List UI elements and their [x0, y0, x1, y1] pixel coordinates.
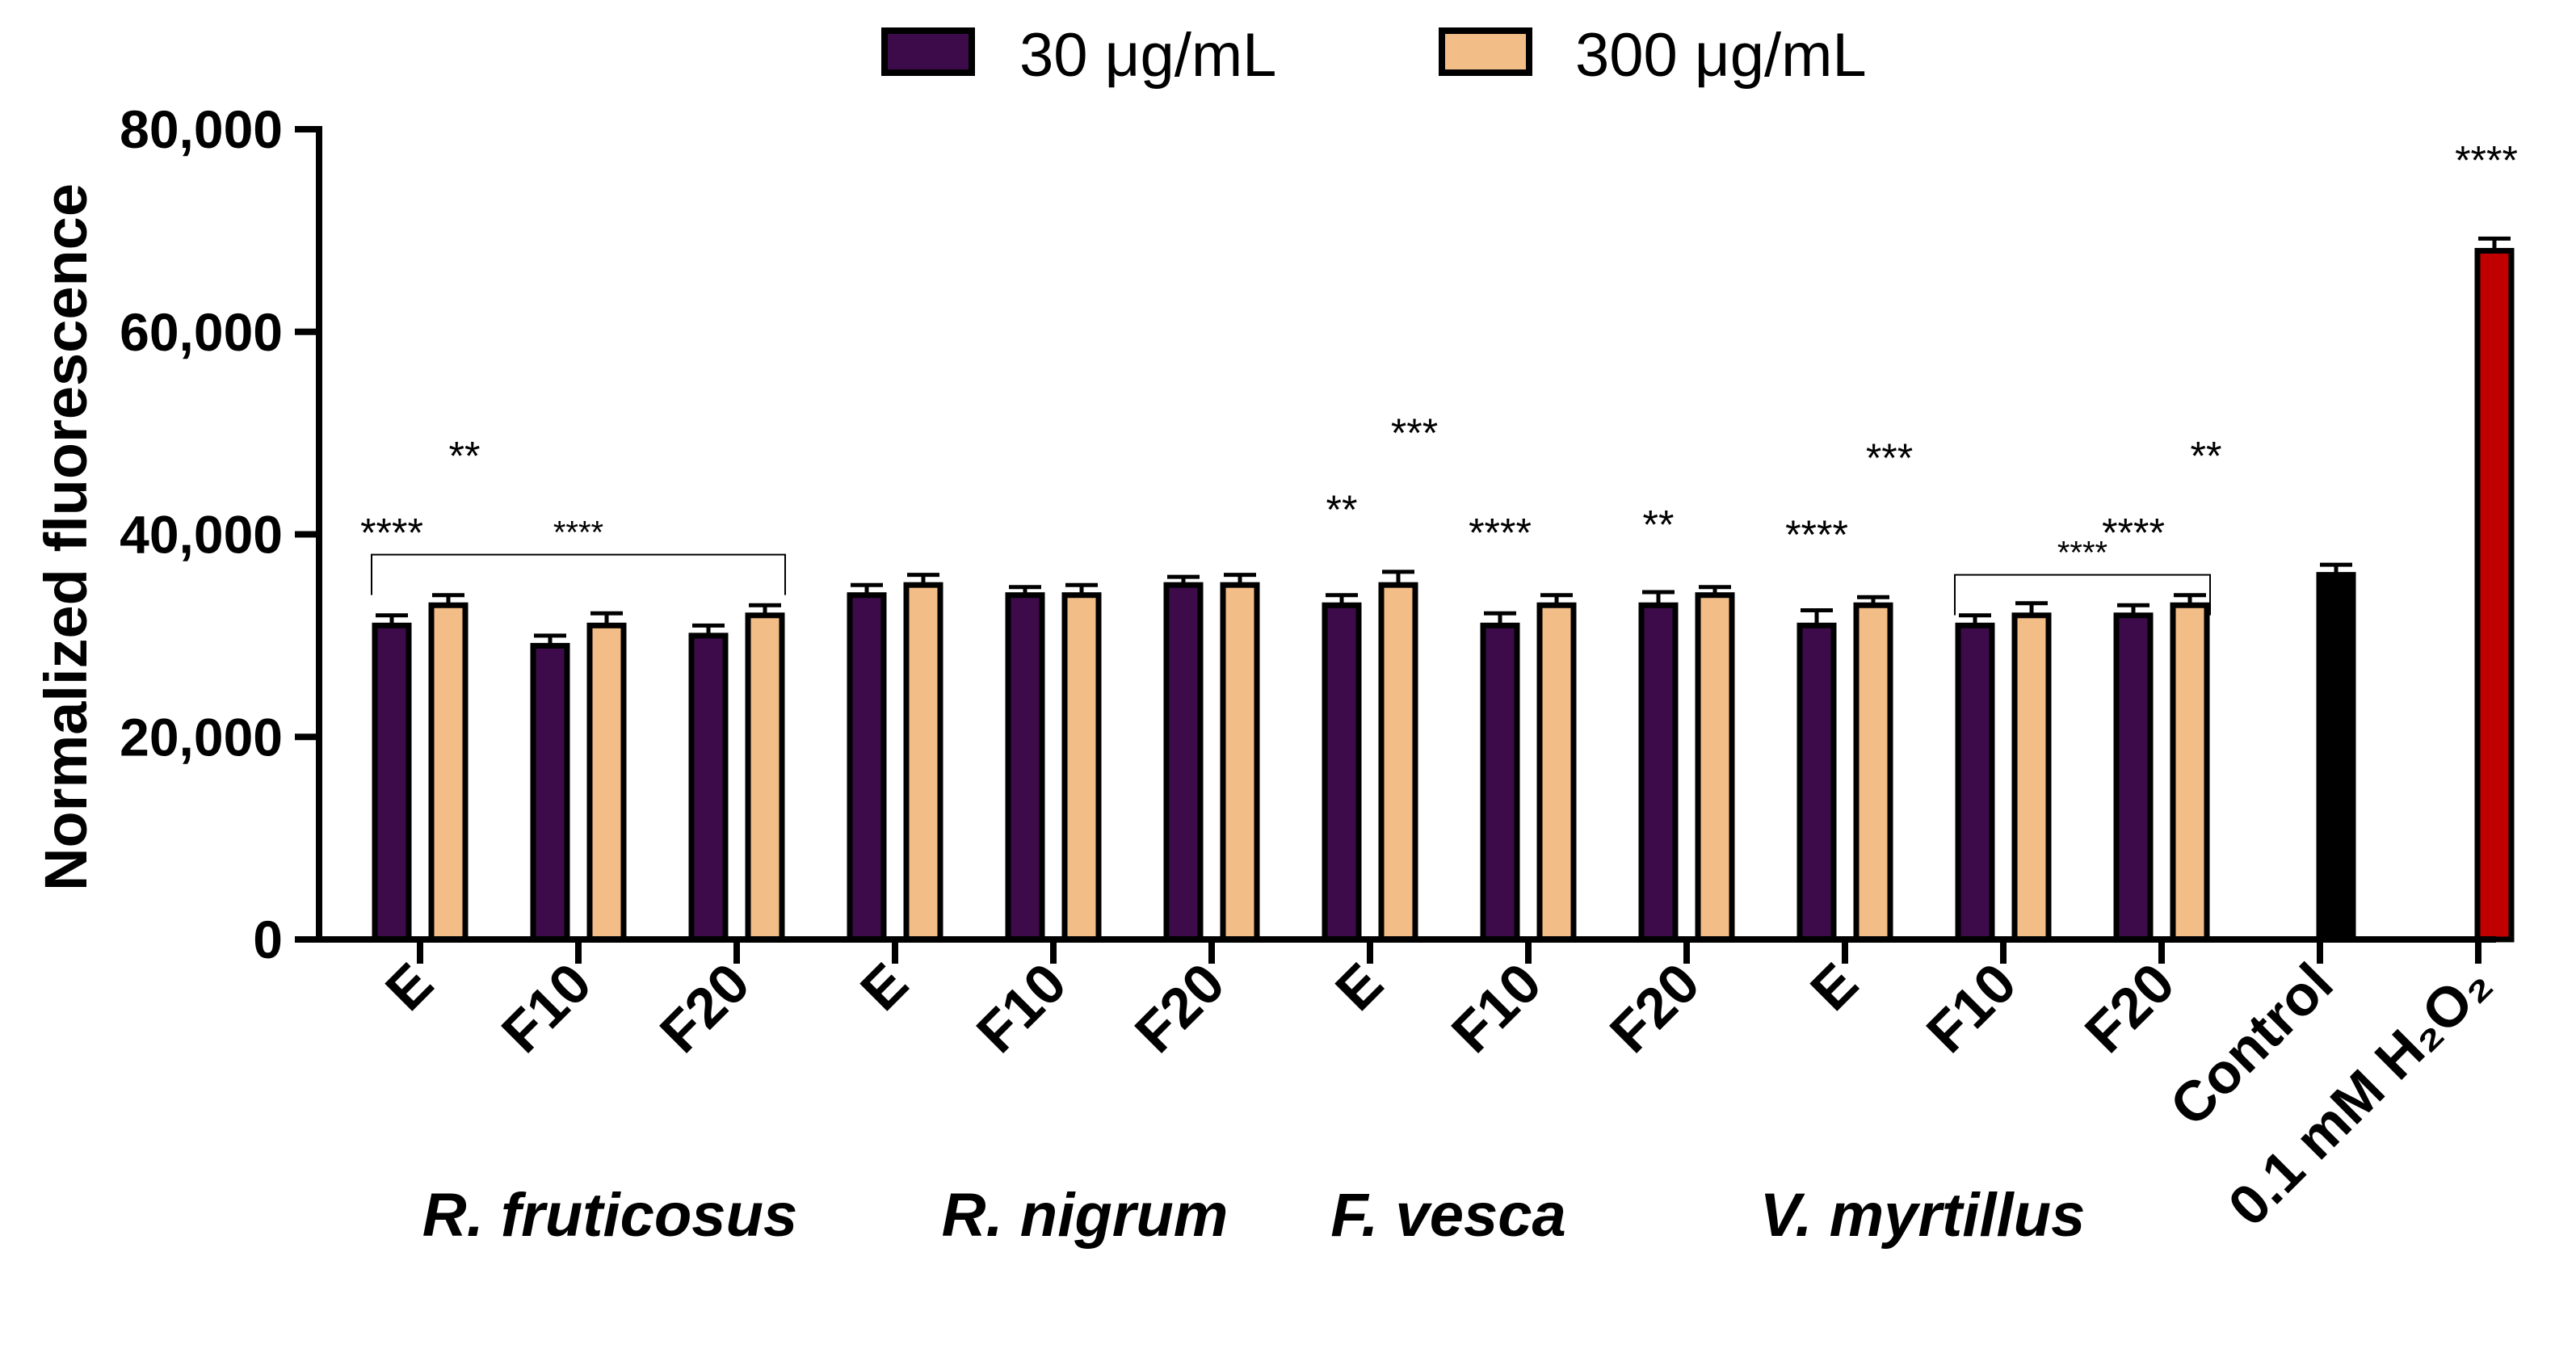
- bar-30: [1005, 592, 1045, 943]
- bar-300: [2011, 612, 2052, 943]
- y-tick-label: 0: [253, 910, 283, 969]
- bar-30: [1322, 602, 1362, 943]
- bar-30: [847, 592, 887, 943]
- significance-300: **: [2191, 434, 2222, 479]
- bar-30: [1480, 622, 1520, 943]
- legend-swatch: [1439, 27, 1532, 76]
- significance-30: **: [1643, 502, 1675, 548]
- category-label: E: [373, 951, 444, 1022]
- category-label: F10: [1439, 951, 1553, 1064]
- bracket-line: [1954, 574, 2211, 616]
- y-tick-label: 60,000: [120, 302, 283, 362]
- bar-300: [1061, 592, 1102, 943]
- group-label: R. fruticosus: [422, 1181, 798, 1250]
- significance-30: ****: [1469, 511, 1532, 556]
- bar-30: [1638, 602, 1679, 943]
- category-label: F10: [490, 951, 603, 1064]
- bar-30: [1163, 582, 1204, 943]
- significance-300: ***: [1391, 410, 1438, 456]
- significance-30: **: [1326, 487, 1358, 532]
- category-label: F20: [2073, 951, 2186, 1064]
- significance-300: **: [449, 434, 481, 479]
- bracket-label: ****: [553, 515, 603, 551]
- bar-30: [530, 642, 570, 943]
- legend: 30 μg/mL 300 μg/mL: [881, 21, 1867, 90]
- bar-30: [2113, 612, 2154, 943]
- category-label: F20: [1123, 951, 1236, 1064]
- y-tick-label: 20,000: [120, 707, 283, 767]
- bar-30: [372, 622, 412, 943]
- bars: *************** ** ***********************…: [360, 137, 2518, 943]
- legend-swatch: [881, 27, 975, 76]
- legend-label: 300 μg/mL: [1575, 21, 1867, 90]
- bar-30: [688, 632, 729, 943]
- bar-300: [2170, 602, 2210, 943]
- category-label: E: [848, 951, 919, 1022]
- bracket-line: [371, 553, 786, 595]
- group-label: V. myrtillus: [1760, 1181, 2086, 1250]
- significance-bracket: ****: [1954, 536, 2211, 616]
- bar-300: [1220, 582, 1260, 943]
- bar-300: [1853, 602, 1893, 943]
- category-label: E: [1798, 951, 1869, 1022]
- y-axis-title: Normalized fluorescence: [32, 183, 99, 891]
- bracket-label: ****: [2057, 536, 2107, 571]
- y-tick-label: 80,000: [120, 99, 283, 159]
- bar-h2o2: [2474, 247, 2515, 943]
- bar-300: [903, 582, 943, 943]
- significance-bracket: ****: [371, 515, 786, 595]
- bar-control: [2316, 572, 2356, 943]
- category-label: F20: [648, 951, 761, 1064]
- bar-300: [428, 602, 469, 943]
- significance-300: ***: [1866, 435, 1913, 481]
- group-label: F. vesca: [1330, 1181, 1566, 1250]
- bar-300: [586, 622, 627, 943]
- bar-300: [1536, 602, 1577, 943]
- category-label: F10: [964, 951, 1078, 1064]
- significance-30: ****: [1785, 512, 1848, 557]
- group-label: R. nigrum: [942, 1181, 1229, 1250]
- legend-label: 30 μg/mL: [1019, 21, 1276, 90]
- bar-300: [745, 612, 785, 943]
- category-label: F10: [1914, 951, 2028, 1064]
- y-axis: 0 20,000 40,000 60,000 80,000 Normalized fluo…: [32, 99, 322, 969]
- category-label: F20: [1598, 951, 1711, 1064]
- bar-300: [1695, 592, 1735, 943]
- significance-control: ****: [2455, 137, 2518, 183]
- significance-30: ****: [2102, 511, 2165, 556]
- y-tick-label: 40,000: [120, 505, 283, 565]
- category-label: E: [1323, 951, 1394, 1022]
- bar-30: [1796, 622, 1837, 943]
- bar-300: [1378, 582, 1418, 943]
- bar-30: [1955, 622, 1995, 943]
- significance-30: ****: [360, 511, 423, 556]
